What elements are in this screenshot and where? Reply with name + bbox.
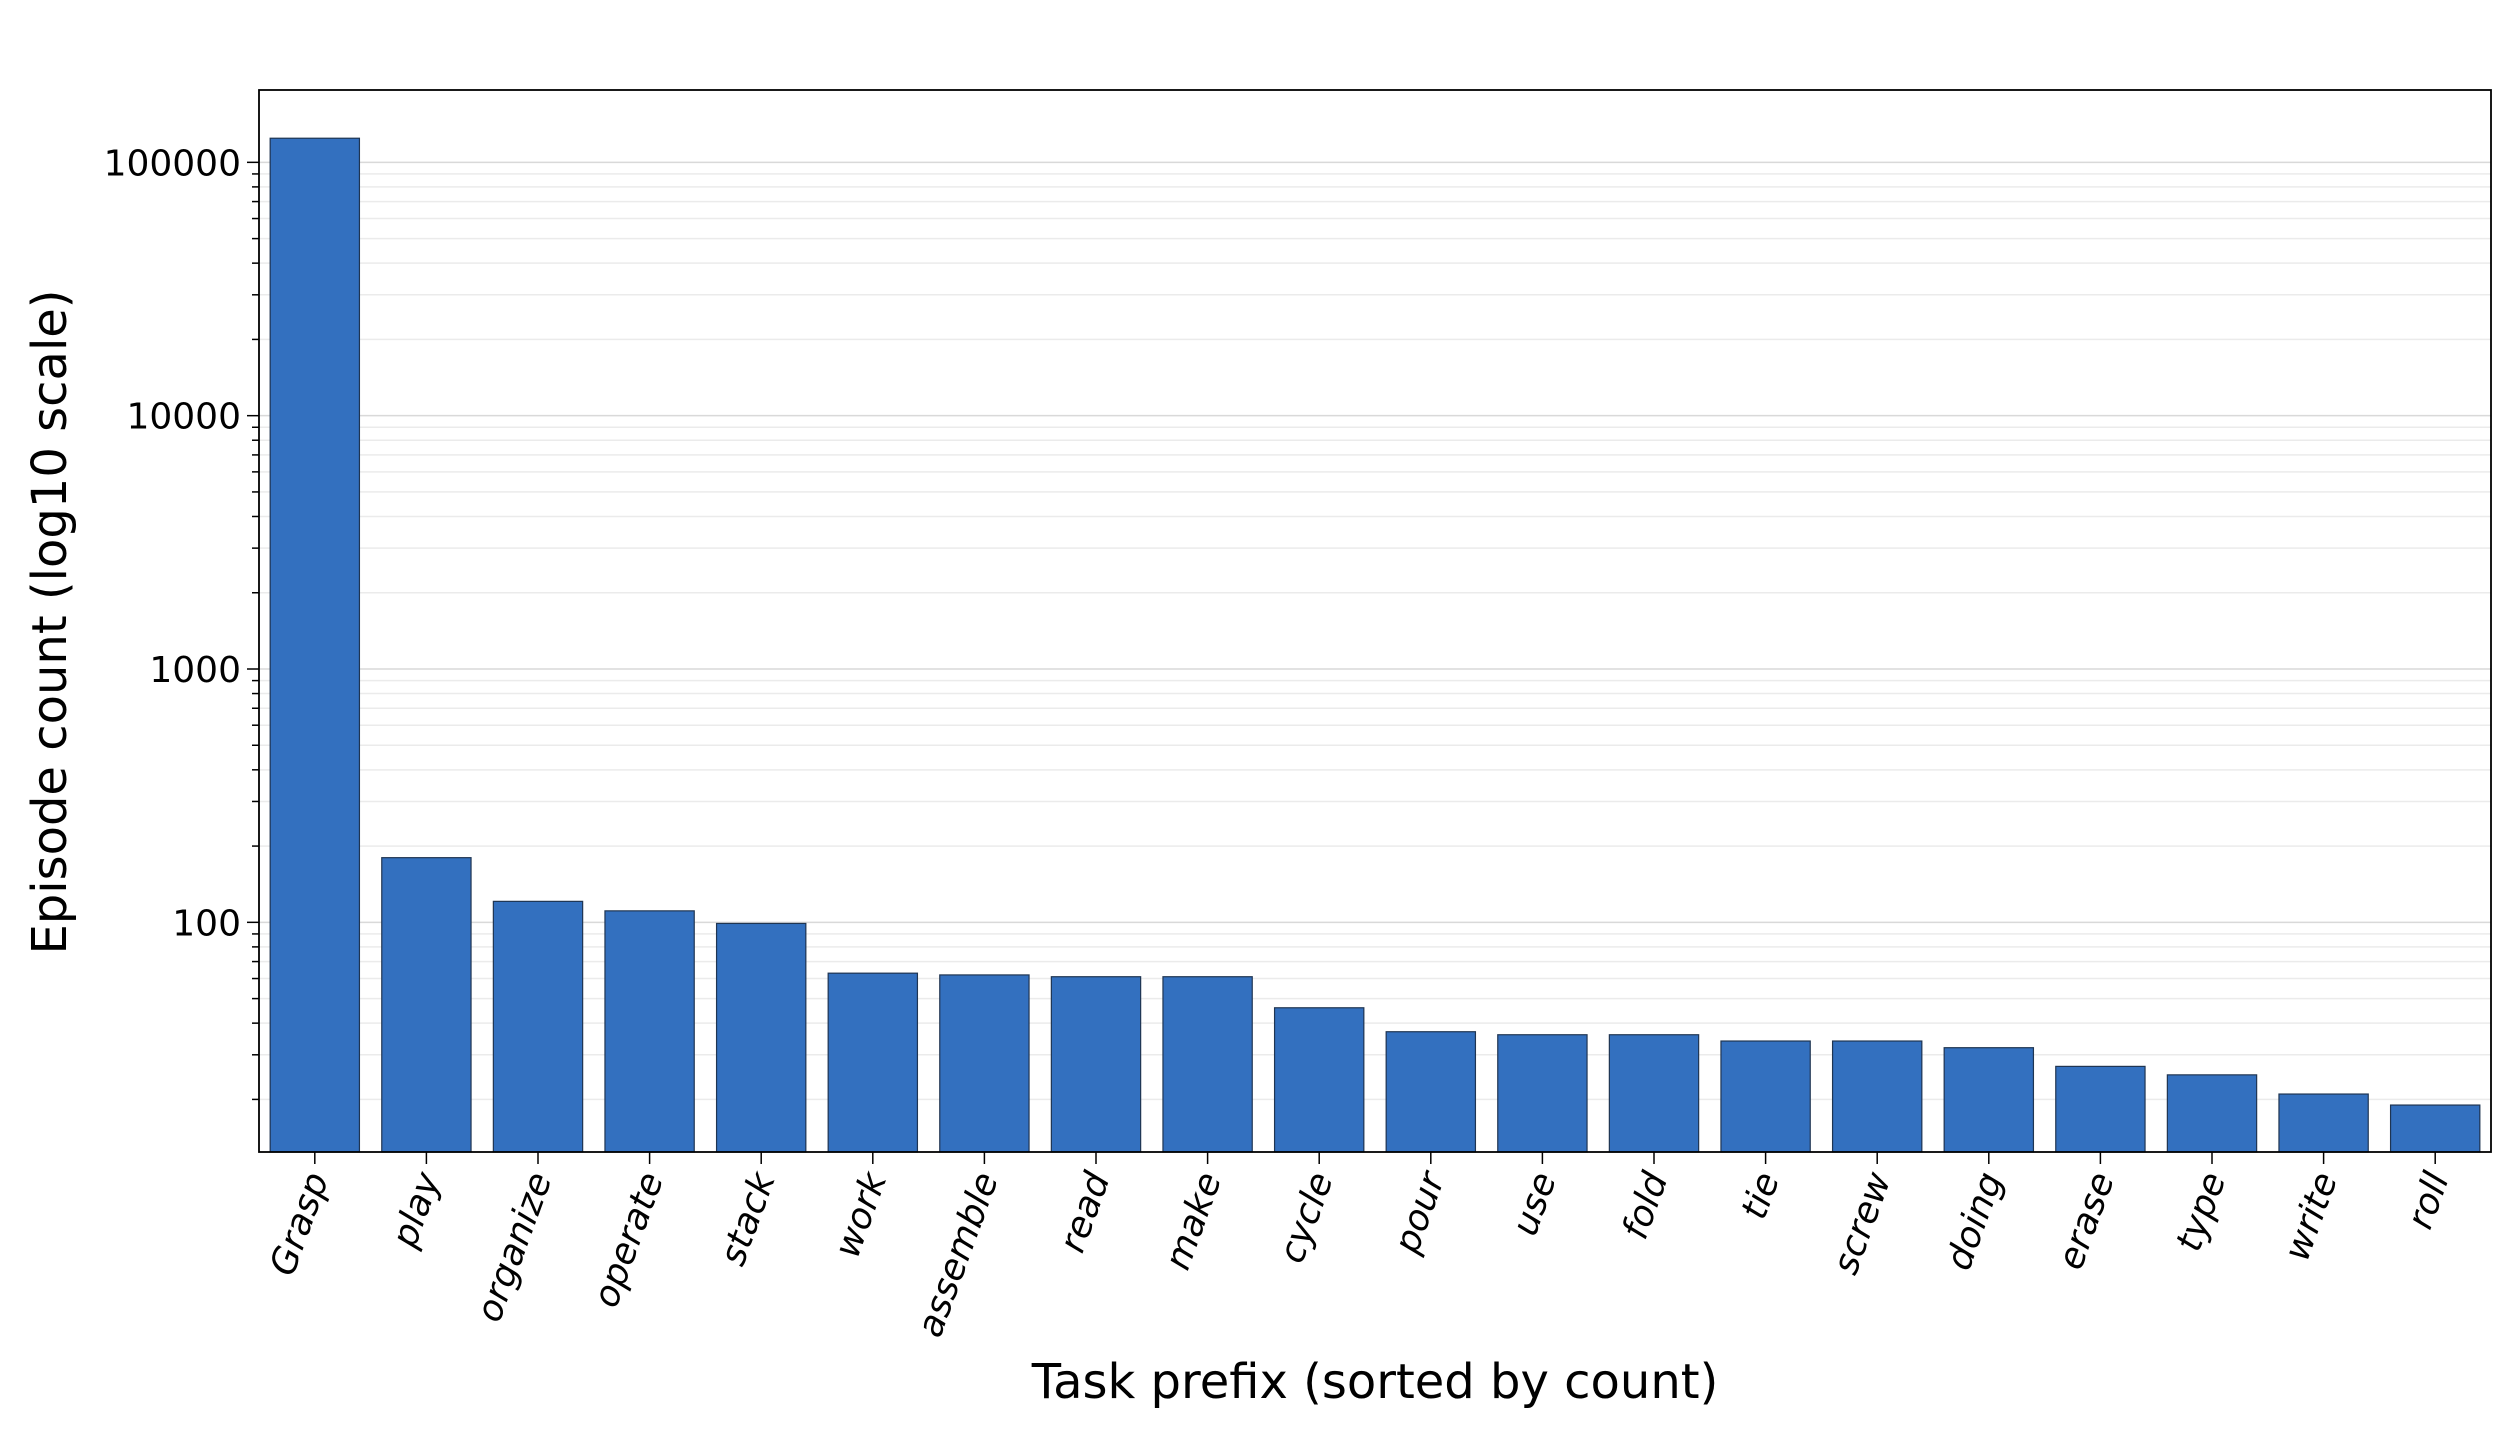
x-tick-label: erase xyxy=(2050,1167,2123,1275)
bar xyxy=(381,857,472,1153)
x-tick-label: tie xyxy=(1734,1167,1788,1224)
bar xyxy=(492,900,584,1153)
y-tick-label: 1000 xyxy=(149,650,241,691)
bar xyxy=(715,922,807,1153)
x-tick-label: make xyxy=(1157,1167,1230,1275)
bar xyxy=(1720,1040,1811,1153)
bar xyxy=(2055,1065,2146,1153)
bar xyxy=(1273,1007,1365,1153)
y-axis-label: Episode count (log10 scale) xyxy=(22,289,78,954)
bar xyxy=(1831,1040,1923,1153)
x-tick-label: Grasp xyxy=(262,1167,337,1281)
bar xyxy=(1050,976,1142,1153)
x-tick-label: cycle xyxy=(1271,1167,1341,1268)
x-tick-label: doing xyxy=(1938,1167,2011,1276)
bar xyxy=(1497,1034,1588,1153)
x-tick-label: roll xyxy=(2400,1167,2458,1234)
x-tick-label: type xyxy=(2168,1167,2234,1257)
bar xyxy=(1943,1047,2035,1153)
y-tick-label: 100000 xyxy=(104,143,241,184)
bar xyxy=(2278,1093,2369,1153)
bar xyxy=(2166,1074,2258,1153)
x-tick-label: assemble xyxy=(910,1167,1007,1342)
bar xyxy=(1385,1031,1477,1153)
y-tick-label: 100 xyxy=(172,903,241,944)
x-tick-label: operate xyxy=(586,1167,672,1313)
bar xyxy=(269,137,361,1153)
x-tick-label: read xyxy=(1052,1166,1119,1258)
bar xyxy=(1162,976,1253,1153)
bar xyxy=(2389,1104,2481,1153)
bar xyxy=(827,972,919,1153)
x-axis-label: Task prefix (sorted by count) xyxy=(1031,1354,1719,1410)
x-tick-label: organize xyxy=(469,1167,561,1327)
bar xyxy=(1608,1034,1700,1153)
x-tick-label: write xyxy=(2277,1167,2346,1266)
x-tick-label: work xyxy=(827,1165,896,1263)
plot-frame xyxy=(258,89,2492,1153)
bar xyxy=(604,910,695,1153)
bar xyxy=(939,974,1030,1153)
x-tick-label: stack xyxy=(712,1165,784,1271)
x-tick-label: pour xyxy=(1386,1165,1454,1260)
x-tick-label: play xyxy=(384,1166,449,1253)
x-tick-label: fold xyxy=(1615,1166,1677,1245)
x-tick-label: screw xyxy=(1825,1167,1900,1280)
x-tick-label: use xyxy=(1505,1167,1565,1241)
y-tick-label: 10000 xyxy=(126,397,241,438)
